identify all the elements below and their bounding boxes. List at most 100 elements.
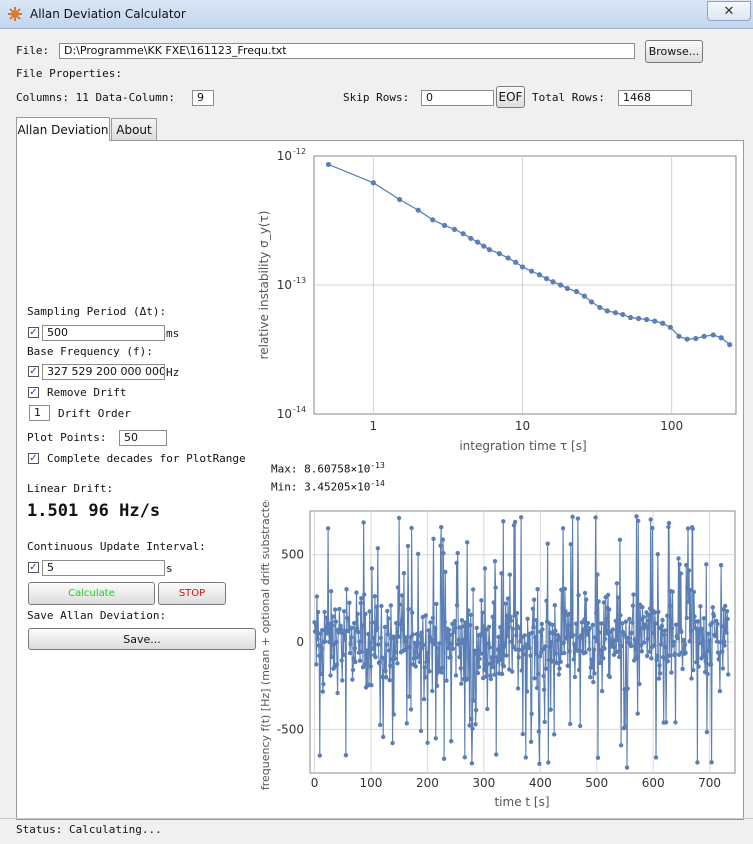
freq-point — [363, 662, 367, 666]
freq-point — [434, 736, 438, 740]
tab-allan-deviation[interactable]: Allan Deviation — [16, 117, 110, 141]
stop-button[interactable]: STOP — [158, 582, 226, 605]
update-interval-label: Continuous Update Interval: — [27, 540, 206, 553]
freq-point — [718, 689, 722, 693]
skip-rows-field[interactable]: 0 — [421, 90, 494, 106]
freq-point — [615, 581, 619, 585]
adev-point — [505, 255, 510, 260]
freq-point — [576, 516, 580, 520]
max-label: Max: — [271, 463, 298, 476]
freq-point — [327, 640, 331, 644]
freq-point — [359, 596, 363, 600]
freq-point — [339, 627, 343, 631]
freq-point — [567, 649, 571, 653]
freq-point — [362, 592, 366, 596]
freq-point — [617, 649, 621, 653]
save-button[interactable]: Save... — [28, 628, 256, 650]
freq-point — [701, 640, 705, 644]
freq-point — [516, 686, 520, 690]
update-interval-checkbox[interactable]: ✓ — [28, 562, 39, 573]
freq-point — [424, 613, 428, 617]
freq-point — [616, 595, 620, 599]
freq-point — [397, 516, 401, 520]
freq-point — [469, 613, 473, 617]
freq-point — [582, 617, 586, 621]
freq-point — [585, 632, 589, 636]
adev-point — [620, 312, 625, 317]
freq-point — [359, 601, 363, 605]
base-frequency-checkbox[interactable]: ✓ — [28, 366, 39, 377]
freq-point — [658, 671, 662, 675]
freq-point — [657, 663, 661, 667]
data-column-field[interactable]: 9 — [192, 90, 214, 106]
freq-point — [654, 658, 658, 662]
tab-about[interactable]: About — [111, 118, 157, 140]
adev-point — [574, 289, 579, 294]
drift-order-field[interactable]: 1 — [29, 405, 50, 421]
freq-point — [392, 712, 396, 716]
freq-point — [493, 585, 497, 589]
freq-point — [583, 650, 587, 654]
freq-point — [331, 614, 335, 618]
freq-point — [442, 757, 446, 761]
freq-point — [619, 743, 623, 747]
freq-point — [408, 645, 412, 649]
freq-point — [588, 675, 592, 679]
freq-point — [630, 631, 634, 635]
adev-point — [589, 299, 594, 304]
browse-button[interactable]: Browse... — [645, 40, 703, 63]
freq-point — [404, 635, 408, 639]
freq-point — [670, 626, 674, 630]
freq-point — [410, 611, 414, 615]
freq-point — [457, 638, 461, 642]
base-frequency-field[interactable]: 327 529 200 000 000 — [42, 364, 165, 380]
freq-point — [354, 590, 358, 594]
freq-point — [425, 741, 429, 745]
freq-point — [433, 642, 437, 646]
freq-point — [353, 646, 357, 650]
freq-point — [666, 659, 670, 663]
update-interval-field[interactable]: 5 — [42, 560, 165, 576]
freq-point — [687, 568, 691, 572]
freq-point — [491, 615, 495, 619]
freq-point — [725, 609, 729, 613]
freq-point — [574, 622, 578, 626]
freq-point — [543, 644, 547, 648]
remove-drift-checkbox[interactable]: ✓ — [28, 387, 39, 398]
freq-point — [659, 642, 663, 646]
freq-point — [515, 611, 519, 615]
window-title: Allan Deviation Calculator — [30, 7, 186, 21]
freq-point — [486, 662, 490, 666]
freq-point — [573, 675, 577, 679]
complete-decades-checkbox[interactable]: ✓ — [28, 453, 39, 464]
close-button[interactable]: ✕ — [707, 1, 751, 21]
freq-point — [444, 635, 448, 639]
adev-y-tick-label: 10 — [277, 278, 292, 292]
freq-point — [572, 657, 576, 661]
freq-point — [594, 611, 598, 615]
sampling-period-field[interactable]: 500 — [42, 325, 165, 341]
freq-point — [476, 671, 480, 675]
file-path-field[interactable]: D:\Programme\KK FXE\161123_Frequ.txt — [59, 43, 635, 59]
freq-point — [468, 623, 472, 627]
freq-point — [523, 652, 527, 656]
freq-point — [422, 697, 426, 701]
plot-points-field[interactable]: 50 — [119, 430, 167, 446]
min-label: Min: — [271, 481, 298, 494]
freq-point — [564, 635, 568, 639]
freq-point — [605, 631, 609, 635]
freq-point — [334, 640, 338, 644]
freq-point — [566, 623, 570, 627]
freq-x-tick-label: 700 — [698, 776, 721, 790]
adev-point — [452, 227, 457, 232]
freq-point — [326, 526, 330, 530]
calculate-button[interactable]: Calculate — [28, 582, 155, 605]
freq-point — [396, 585, 400, 589]
min-exponent: -14 — [370, 479, 384, 488]
freq-point — [522, 633, 526, 637]
freq-point — [679, 630, 683, 634]
sampling-period-checkbox[interactable]: ✓ — [28, 327, 39, 338]
freq-point — [449, 739, 453, 743]
freq-point — [698, 604, 702, 608]
eof-button[interactable]: EOF — [496, 86, 525, 108]
